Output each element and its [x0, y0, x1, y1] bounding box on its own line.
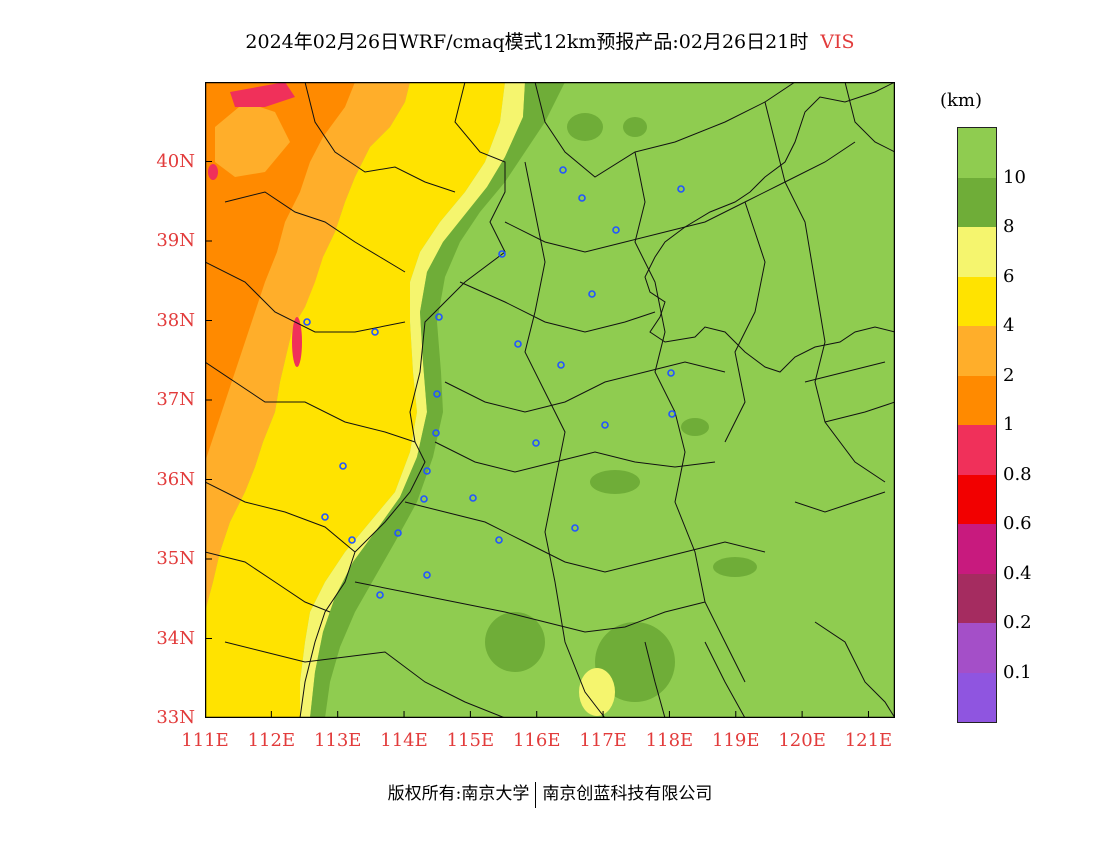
legend-color-swatch — [958, 474, 996, 524]
station-marker — [423, 467, 431, 475]
vis-patch-8-10 — [713, 557, 757, 577]
map-border — [205, 82, 895, 718]
station-marker — [571, 524, 579, 532]
vis-area-6-8 — [300, 82, 525, 718]
longitude-tick-label: 118E — [645, 730, 694, 751]
station-marker — [667, 369, 675, 377]
station-marker — [435, 313, 443, 321]
station-marker — [588, 290, 596, 298]
legend-tick-label: 1 — [1003, 414, 1015, 435]
station-marker — [423, 571, 431, 579]
latitude-tick-label: 33N — [156, 707, 195, 728]
station-marker — [668, 410, 676, 418]
vis-area-8-10 — [310, 82, 565, 718]
station-marker — [612, 226, 620, 234]
title-main: 2024年02月26日WRF/cmaq模式12km预报产品:02月26日21时 — [245, 31, 809, 53]
legend-color-swatch — [958, 623, 996, 673]
longitude-tick-label: 119E — [712, 730, 760, 751]
legend-tick-label: 4 — [1003, 315, 1015, 336]
vis-spot-0.8-1 — [208, 164, 218, 180]
station-marker — [339, 462, 347, 470]
legend-color-swatch — [958, 573, 996, 623]
footer-copyright: 版权所有:南京大学 — [387, 784, 530, 804]
station-marker — [532, 439, 540, 447]
legend-tick-label: 0.2 — [1003, 612, 1032, 633]
vis-patch-8-10 — [590, 470, 640, 494]
latitude-tick-label: 37N — [156, 389, 195, 410]
vis-patch-8-10 — [681, 418, 709, 436]
station-markers — [303, 166, 685, 599]
legend-tick-label: 0.8 — [1003, 463, 1032, 485]
vis-patch-8-10 — [623, 117, 647, 137]
latitude-tick-label: 39N — [156, 230, 195, 251]
vis-patch-6-8 — [579, 668, 615, 716]
station-marker — [514, 340, 522, 348]
station-marker — [498, 250, 506, 258]
visibility-map — [205, 82, 895, 718]
map-canvas — [205, 82, 895, 718]
coastline — [644, 82, 895, 373]
longitude-tick-label: 116E — [512, 730, 561, 751]
longitude-tick-label: 111E — [181, 730, 229, 751]
longitude-tick-label: 115E — [446, 730, 495, 751]
legend-color-swatch — [958, 425, 996, 475]
vis-spot-0.8-1 — [230, 82, 295, 107]
station-marker — [394, 529, 402, 537]
longitude-tick-label: 121E — [844, 730, 893, 751]
station-marker — [420, 495, 428, 503]
title-variable: VIS — [820, 31, 855, 53]
longitude-tick-label: 120E — [778, 730, 826, 751]
vis-area-2-4-north — [215, 102, 290, 177]
station-marker — [469, 494, 477, 502]
legend-color-swatch — [958, 326, 996, 376]
legend-color-swatch — [958, 375, 996, 425]
vis-patch-8-10 — [485, 612, 545, 672]
station-marker — [677, 185, 685, 193]
legend-color-swatch — [958, 177, 996, 227]
station-marker — [557, 361, 565, 369]
legend-tick-label: 0.1 — [1003, 661, 1032, 683]
legend-colorbar — [957, 127, 997, 723]
legend-color-swatch — [958, 128, 996, 178]
legend-tick-label: 10 — [1003, 166, 1026, 188]
legend-tick-label: 6 — [1003, 265, 1015, 287]
footer-company: 南京创蓝科技有限公司 — [542, 784, 713, 804]
longitude-tick-label: 114E — [380, 730, 428, 751]
legend-tick-label: 2 — [1003, 364, 1015, 386]
station-marker — [495, 536, 503, 544]
longitude-tick-label: 117E — [579, 730, 627, 751]
station-marker — [321, 513, 329, 521]
station-marker — [371, 328, 379, 336]
legend-color-swatch — [958, 672, 996, 722]
footer-separator — [535, 781, 537, 808]
chart-title: 2024年02月26日WRF/cmaq模式12km预报产品:02月26日21时 V… — [0, 27, 1100, 54]
longitude-tick-label: 113E — [313, 730, 362, 751]
station-marker — [376, 591, 384, 599]
legend-tick-label: 0.6 — [1003, 513, 1032, 534]
vis-patch-8-10 — [567, 113, 603, 141]
latitude-tick-label: 36N — [156, 468, 195, 490]
station-marker — [348, 536, 356, 544]
station-marker — [433, 390, 441, 398]
vis-area-1-2 — [205, 82, 355, 462]
station-marker — [559, 166, 567, 174]
legend-unit: (km) — [940, 90, 983, 111]
station-marker — [578, 194, 586, 202]
station-marker — [601, 421, 609, 429]
legend-color-swatch — [958, 524, 996, 574]
station-marker — [432, 429, 440, 437]
latitude-tick-label: 38N — [156, 309, 195, 331]
longitude-tick-label: 112E — [247, 730, 296, 751]
legend-color-swatch — [958, 276, 996, 326]
latitude-tick-label: 34N — [156, 627, 195, 649]
latitude-tick-label: 40N — [156, 150, 195, 172]
vis-area-4-6 — [205, 82, 505, 718]
legend-tick-label: 8 — [1003, 216, 1015, 237]
latitude-tick-label: 35N — [156, 548, 195, 569]
legend-color-swatch — [958, 227, 996, 277]
legend-tick-label: 0.4 — [1003, 562, 1032, 584]
copyright-footer: 版权所有:南京大学 南京创蓝科技有限公司 — [0, 779, 1100, 808]
vis-spot-0.8-1 — [292, 317, 302, 367]
station-marker — [303, 318, 311, 326]
